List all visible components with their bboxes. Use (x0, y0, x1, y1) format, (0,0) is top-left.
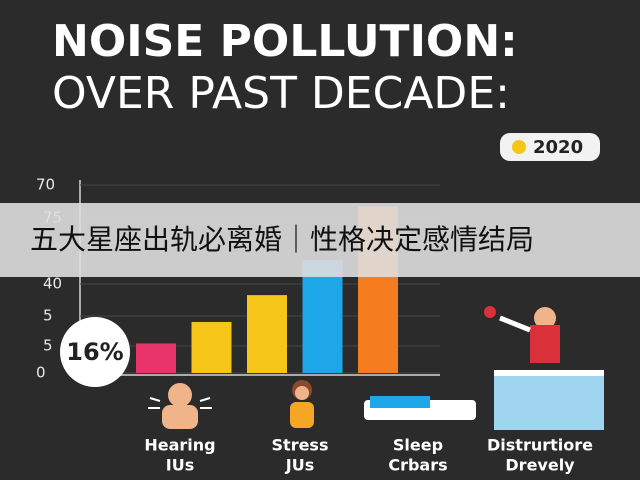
title-line: OVER PAST DECADE: (52, 68, 510, 119)
y-tick-label: 70 (36, 176, 55, 194)
category-label: Drevely (505, 456, 575, 475)
legend-box (500, 133, 600, 161)
title-line: NOISE POLLUTION: (52, 16, 518, 67)
category-label: Stress (272, 436, 329, 455)
category-label: IUs (166, 456, 194, 475)
badge-circle (60, 317, 130, 387)
category-label: JUs (285, 456, 314, 475)
y-axis-label: 5 (43, 307, 53, 325)
bar (302, 260, 343, 373)
icons (148, 306, 604, 430)
banner-text: 五大星座出轨必离婚｜性格决定感情结局 (30, 223, 534, 256)
category-label: Distrurtiore (487, 436, 593, 455)
category-label: Hearing (144, 436, 215, 455)
y-axis-label: 40 (43, 275, 62, 293)
legend-dot (512, 140, 526, 154)
legend-label: 2020 (533, 137, 583, 158)
y-tick-label: 0 (36, 364, 46, 382)
bar (247, 295, 287, 373)
bar (191, 321, 232, 373)
y-axis-label: 5 (43, 337, 53, 355)
badge-text: 16% (66, 338, 123, 366)
category-label: Crbars (388, 456, 447, 475)
category-label: Sleep (393, 436, 443, 455)
bar (136, 343, 176, 373)
banner (0, 203, 640, 277)
